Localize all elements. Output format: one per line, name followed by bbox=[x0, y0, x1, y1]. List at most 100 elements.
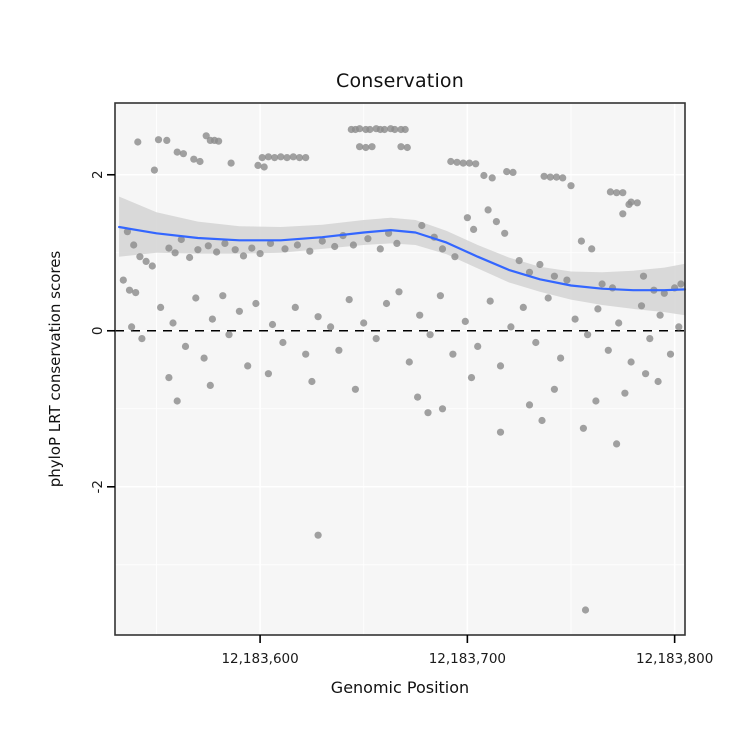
data-point bbox=[567, 182, 575, 190]
data-point bbox=[227, 159, 235, 167]
x-axis-label: Genomic Position bbox=[330, 678, 470, 697]
data-point bbox=[351, 385, 359, 393]
data-point bbox=[461, 317, 469, 325]
data-point bbox=[449, 350, 457, 358]
data-point bbox=[592, 397, 600, 405]
data-point bbox=[581, 606, 590, 614]
data-point bbox=[447, 157, 455, 166]
data-point bbox=[619, 189, 627, 197]
data-point bbox=[306, 247, 314, 255]
data-point bbox=[403, 143, 411, 152]
data-point bbox=[467, 374, 476, 382]
data-point bbox=[503, 168, 511, 176]
data-point bbox=[266, 239, 275, 247]
data-point bbox=[248, 244, 256, 252]
data-point bbox=[134, 138, 142, 146]
data-point bbox=[459, 159, 467, 167]
data-point bbox=[515, 257, 523, 265]
data-point bbox=[173, 397, 181, 405]
data-point bbox=[289, 153, 297, 161]
data-point bbox=[438, 405, 447, 413]
data-point bbox=[621, 389, 629, 397]
data-point bbox=[327, 323, 335, 331]
data-point bbox=[550, 272, 559, 280]
data-point bbox=[186, 253, 194, 262]
data-point bbox=[331, 242, 339, 251]
data-point bbox=[173, 148, 181, 156]
data-point bbox=[660, 289, 668, 297]
data-point bbox=[451, 253, 459, 261]
data-point bbox=[239, 252, 248, 260]
x-tick-label: 12,183,600 bbox=[221, 651, 298, 667]
data-point bbox=[401, 125, 409, 134]
data-point bbox=[656, 311, 664, 319]
data-point bbox=[405, 358, 413, 366]
data-point bbox=[380, 125, 389, 134]
data-point bbox=[675, 323, 683, 331]
data-point bbox=[165, 374, 173, 382]
data-point bbox=[414, 393, 422, 401]
data-point bbox=[604, 346, 612, 354]
data-point bbox=[397, 143, 405, 151]
data-point bbox=[314, 531, 322, 539]
data-point bbox=[418, 221, 426, 230]
data-point bbox=[453, 158, 461, 166]
data-point bbox=[538, 416, 546, 425]
data-point bbox=[345, 296, 353, 304]
data-point bbox=[484, 206, 492, 214]
data-point bbox=[563, 276, 571, 284]
data-point bbox=[557, 354, 565, 362]
x-tick-label: 12,183,800 bbox=[636, 651, 713, 667]
confidence-ribbon bbox=[119, 196, 686, 316]
data-point bbox=[349, 241, 357, 249]
data-point bbox=[291, 303, 299, 311]
data-point bbox=[488, 174, 496, 182]
data-point bbox=[132, 289, 140, 297]
data-point bbox=[639, 272, 648, 280]
data-point bbox=[654, 377, 662, 386]
data-point bbox=[416, 311, 424, 319]
data-point bbox=[540, 172, 548, 180]
data-point bbox=[625, 200, 633, 208]
data-point bbox=[613, 440, 621, 448]
data-point bbox=[194, 246, 202, 254]
data-point bbox=[196, 157, 204, 166]
data-point bbox=[571, 315, 579, 323]
data-point bbox=[271, 154, 279, 162]
data-point bbox=[362, 143, 370, 152]
data-point bbox=[615, 319, 623, 327]
data-point bbox=[268, 320, 277, 329]
data-point bbox=[426, 331, 434, 339]
data-point bbox=[215, 137, 223, 145]
data-point bbox=[130, 241, 138, 249]
data-point bbox=[181, 342, 190, 350]
smooth-line bbox=[118, 225, 687, 292]
data-point bbox=[536, 260, 544, 269]
data-point bbox=[525, 268, 534, 276]
data-point bbox=[200, 354, 208, 362]
data-point bbox=[366, 125, 374, 134]
chart-title: Conservation bbox=[335, 70, 464, 92]
data-point bbox=[372, 335, 380, 343]
data-point bbox=[509, 168, 517, 176]
data-point bbox=[364, 235, 372, 243]
data-point bbox=[588, 245, 596, 253]
data-point bbox=[264, 370, 272, 378]
data-point bbox=[606, 188, 615, 196]
data-point bbox=[206, 381, 214, 389]
data-point bbox=[496, 362, 505, 370]
data-point bbox=[281, 245, 289, 253]
data-point bbox=[335, 346, 343, 354]
data-point bbox=[546, 173, 554, 181]
data-point bbox=[231, 246, 239, 254]
data-point bbox=[252, 299, 260, 308]
data-point bbox=[472, 160, 480, 168]
data-point bbox=[368, 143, 376, 151]
data-point bbox=[577, 237, 586, 245]
data-point bbox=[642, 370, 650, 378]
data-point bbox=[219, 292, 227, 300]
data-point bbox=[646, 335, 654, 343]
data-point bbox=[208, 315, 216, 323]
y-tick-label: 2 bbox=[90, 170, 106, 179]
